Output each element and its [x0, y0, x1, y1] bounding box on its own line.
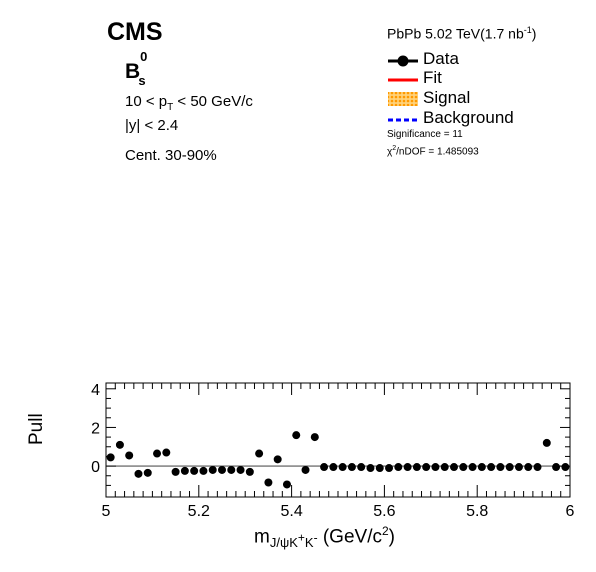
data-point [208, 465, 217, 474]
plot-frame [105, 382, 571, 498]
x-tick-label: 5 [102, 503, 111, 520]
y-tick-label: 4 [91, 382, 100, 399]
data-point [292, 431, 301, 440]
data-point [245, 467, 254, 476]
data-point [106, 453, 115, 462]
legend-label-data: Data [423, 49, 459, 68]
y-tick-label: 2 [91, 420, 100, 437]
data-point [459, 463, 468, 472]
data-point [403, 463, 412, 472]
data-point [487, 463, 496, 472]
x-tick-label: 6 [566, 503, 575, 520]
data-point [264, 478, 273, 487]
legend-dashed-icon [388, 118, 418, 122]
x-axis-title: mJ/ψK+K- (GeV/c2) [254, 524, 395, 551]
data-point [385, 464, 394, 473]
data-point [450, 463, 458, 472]
data-point [282, 480, 291, 489]
chi2-label: χ2/nDOF = 1.485093 [387, 145, 479, 158]
data-point [227, 465, 236, 474]
y-axis-title: Pull [26, 413, 47, 445]
data-point [505, 463, 514, 472]
data-point [310, 433, 319, 442]
particle-sub: s [138, 73, 146, 89]
legend-hatch-icon [388, 92, 418, 106]
particle-label: B0 s [125, 49, 155, 89]
data-point [153, 449, 162, 458]
data-point [143, 468, 152, 477]
data-point [115, 440, 124, 449]
data-point [347, 463, 356, 472]
data-point [542, 438, 551, 447]
data-point [236, 465, 245, 474]
data-point [524, 463, 533, 472]
data-point [412, 463, 421, 472]
data-point [190, 466, 199, 475]
data-point [199, 466, 208, 475]
data-point [440, 463, 449, 472]
legend-label-fit: Fit [423, 68, 442, 87]
data-point [162, 448, 171, 457]
data-point [552, 463, 561, 472]
significance-label: Significance = 11 [387, 129, 463, 140]
x-tick-label: 5.6 [373, 503, 395, 520]
data-point [375, 464, 384, 473]
legend-label-background: Background [423, 108, 514, 127]
x-tick-label: 5.2 [188, 503, 210, 520]
experiment-label: CMS [107, 18, 163, 46]
data-point [180, 466, 189, 475]
data-point [514, 463, 523, 472]
legend-marker-icon [388, 55, 418, 67]
legend-label-signal: Signal [423, 88, 471, 107]
pt-cut-label: 10 < pT < 50 GeV/c [125, 93, 253, 113]
data-point [357, 463, 366, 472]
data-point [561, 463, 570, 472]
particle-base: B [125, 60, 141, 83]
y-tick-label: 0 [91, 459, 100, 476]
lumi-label: PbPb 5.02 TeV(1.7 nb-1) [387, 25, 537, 42]
data-point [496, 463, 505, 472]
centrality-label: Cent. 30-90% [125, 147, 217, 164]
data-point [134, 469, 143, 478]
x-tick-label: 5.4 [280, 503, 302, 520]
data-point [366, 464, 375, 473]
data-point [125, 451, 134, 460]
data-point [171, 467, 180, 476]
data-point [301, 465, 310, 474]
data-point [533, 463, 542, 472]
data-point [431, 463, 440, 472]
data-point [273, 455, 282, 464]
data-point [320, 463, 329, 472]
data-point [394, 463, 403, 472]
data-point [468, 463, 477, 472]
data-point [422, 463, 431, 472]
data-point [255, 449, 264, 458]
data-point [329, 463, 338, 472]
data-point [338, 463, 347, 472]
x-tick-label: 5.8 [466, 503, 488, 520]
y-cut-label: |y| < 2.4 [125, 117, 179, 134]
data-point [218, 465, 226, 474]
legend-line-icon [388, 78, 418, 82]
data-point [477, 463, 486, 472]
particle-sup: 0 [140, 49, 148, 64]
